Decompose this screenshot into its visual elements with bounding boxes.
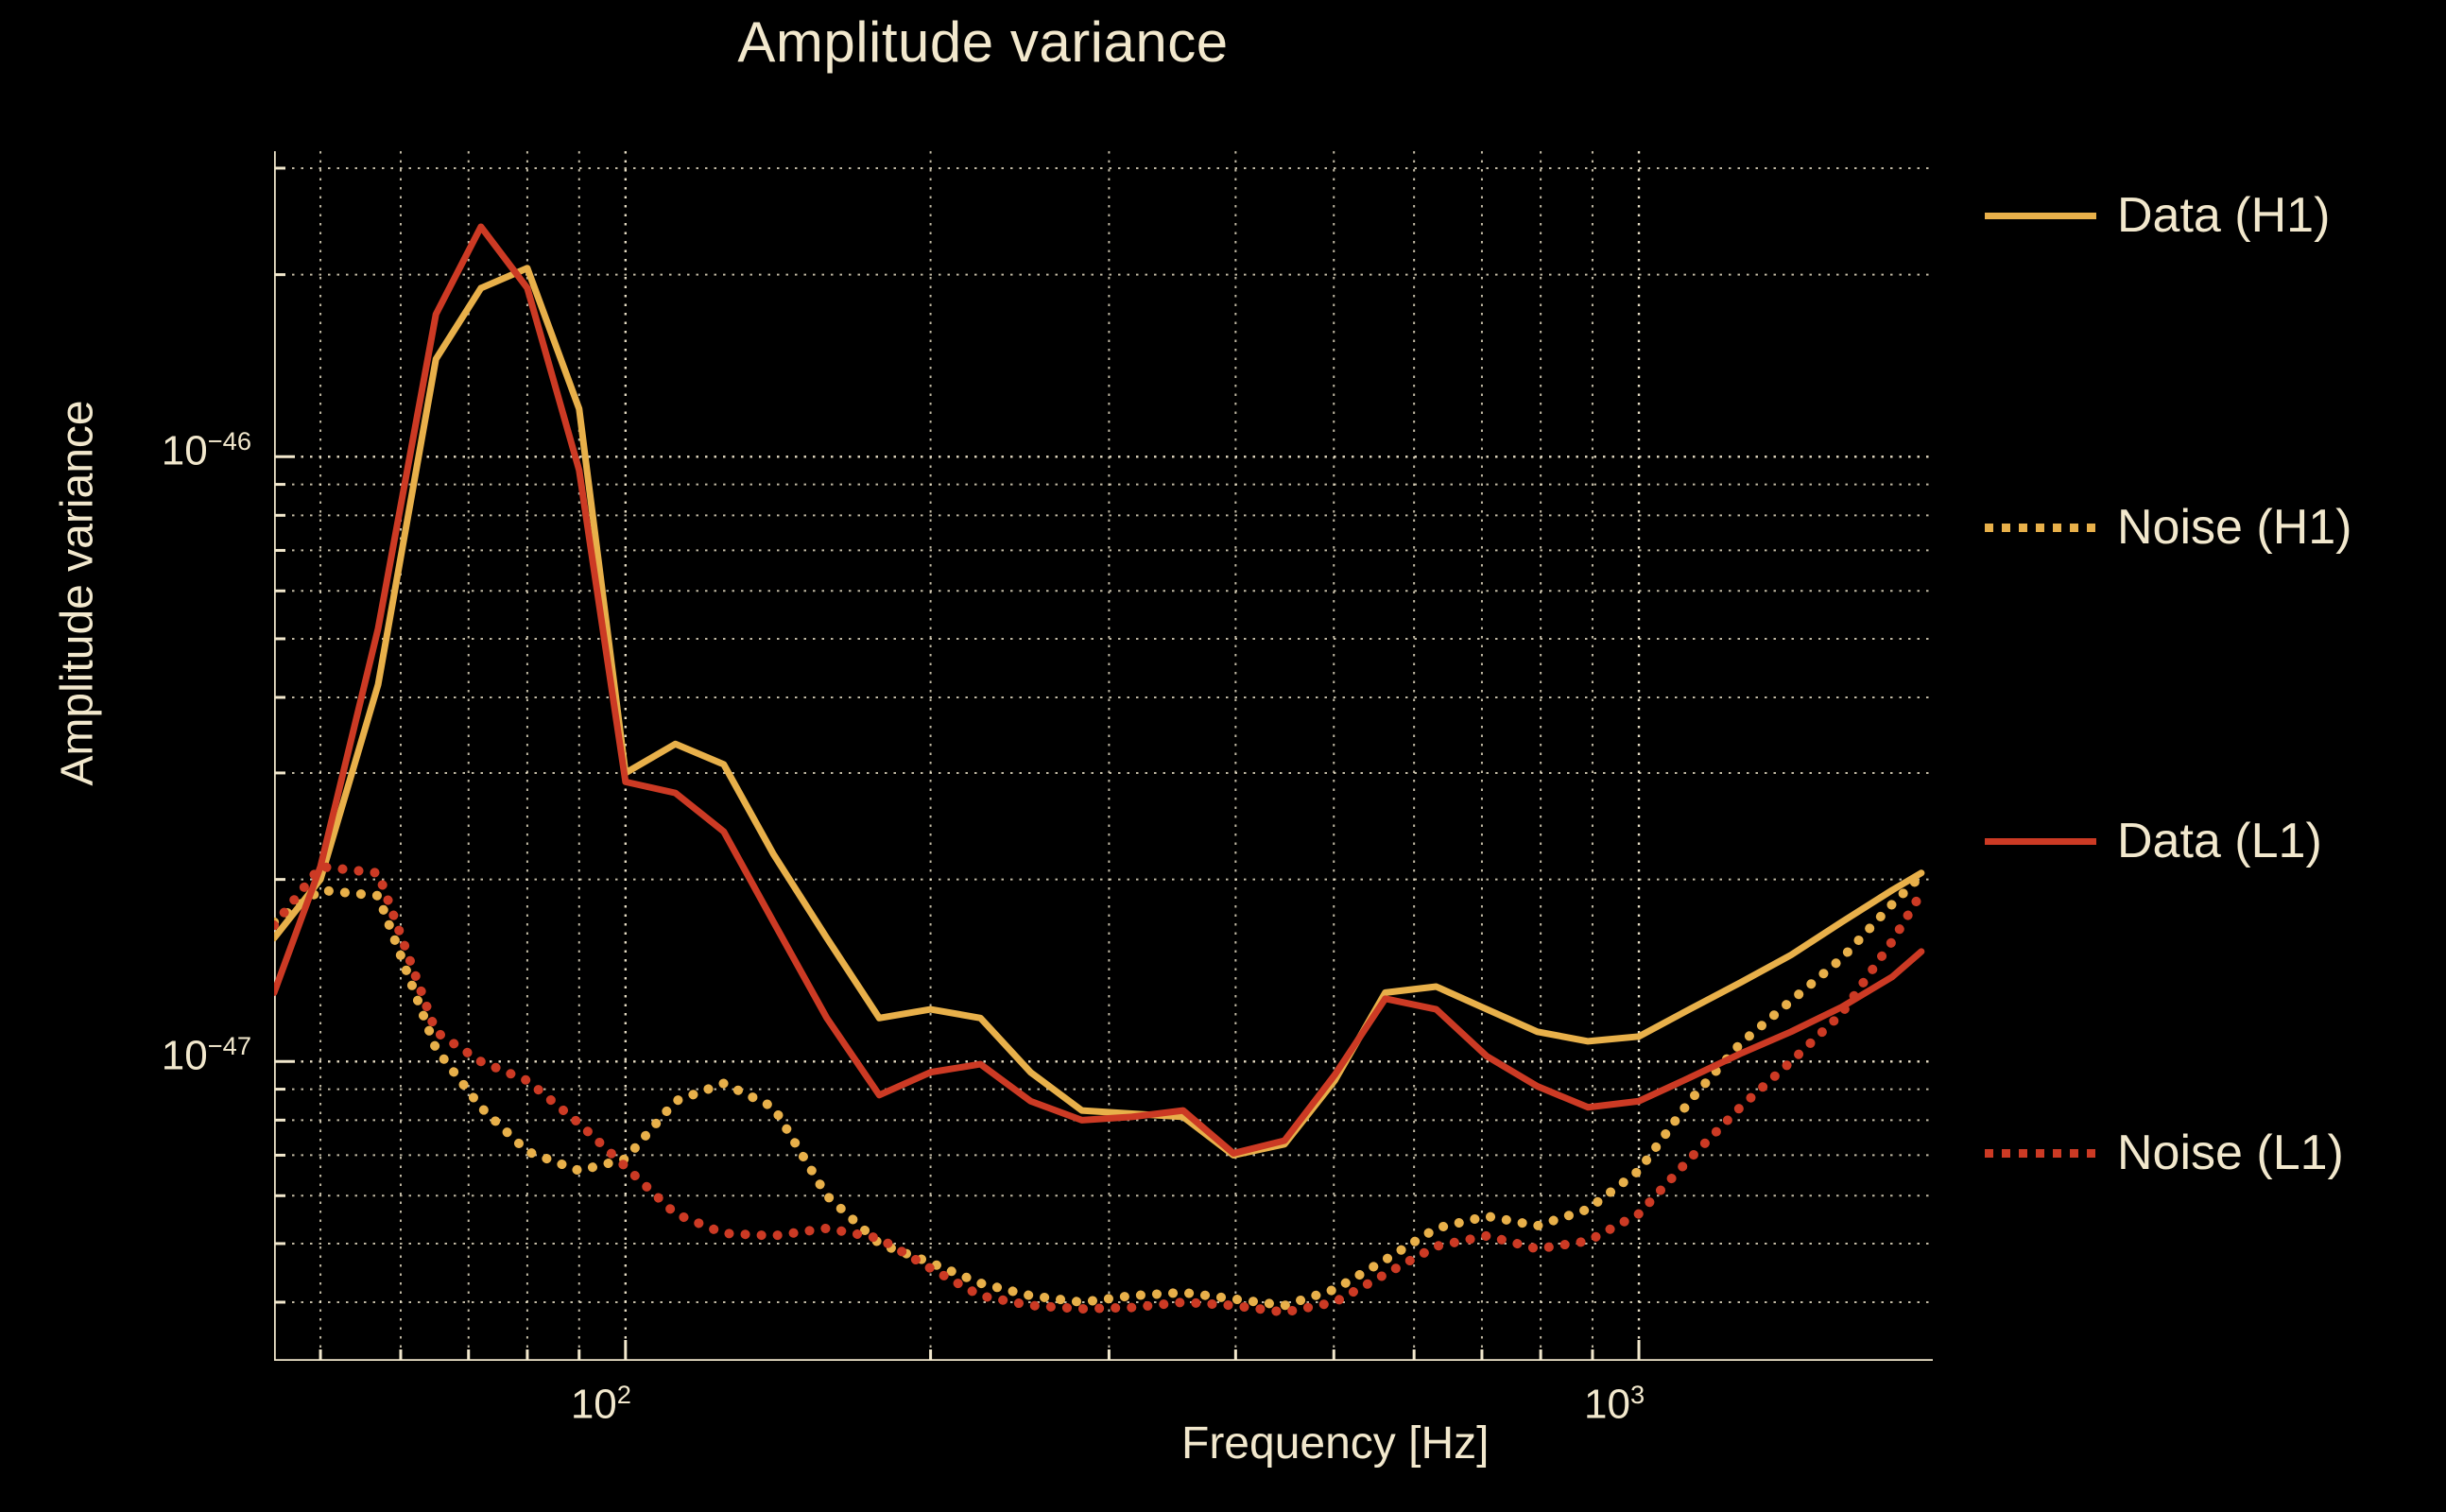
y-tick-label: 10−46 <box>161 426 251 474</box>
series-line-data-l1 <box>274 223 1925 1157</box>
series-line-data-h1 <box>274 265 1925 1159</box>
chart-title: Amplitude variance <box>737 10 1229 74</box>
x-tick-label: 102 <box>570 1380 631 1428</box>
grid-lines <box>274 151 1933 1361</box>
y-tick-label: 10−47 <box>161 1031 251 1079</box>
plot-area <box>274 151 1933 1361</box>
legend-label: Noise (L1) <box>2117 1125 2344 1180</box>
y-axis-title: Amplitude variance <box>52 400 103 786</box>
legend-label: Noise (H1) <box>2117 500 2352 555</box>
legend-item[interactable]: Noise (L1) <box>1985 1125 2344 1181</box>
series-line-noise-h1 <box>274 870 1926 1311</box>
legend-label: Data (H1) <box>2117 188 2331 243</box>
legend-item[interactable]: Noise (H1) <box>1985 499 2352 556</box>
legend-label: Data (L1) <box>2117 814 2322 868</box>
x-axis-title: Frequency [Hz] <box>1181 1418 1490 1469</box>
legend-item[interactable]: Data (L1) <box>1985 813 2322 869</box>
chart-legend: Data (H1) Noise (H1) Data (L1) Noise (L1) <box>1985 151 2446 1361</box>
legend-item[interactable]: Data (H1) <box>1985 187 2330 244</box>
plot-svg <box>274 151 1933 1361</box>
x-tick-label: 103 <box>1584 1380 1645 1428</box>
series-line-noise-l1 <box>274 862 1926 1317</box>
